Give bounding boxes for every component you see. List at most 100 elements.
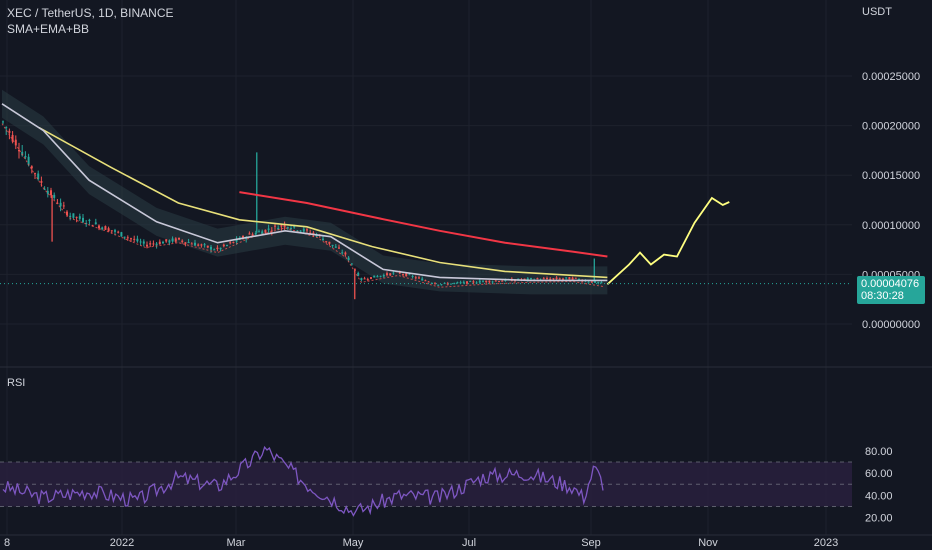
candle-body (309, 232, 312, 234)
candle-body (536, 278, 539, 280)
price-tick-label: 0.00000000 (862, 319, 920, 331)
candle-body (270, 230, 273, 232)
candle-body (386, 273, 388, 276)
candle-body (114, 230, 116, 232)
price-tick-label: 0.00010000 (862, 220, 920, 232)
candle-body (62, 205, 65, 207)
candle-body (206, 245, 209, 248)
candle-body (587, 281, 590, 283)
bar-countdown: 08:30:28 (861, 290, 904, 302)
time-tick-label: 2022 (110, 537, 134, 549)
candle-body (213, 249, 216, 251)
candle-body (139, 241, 142, 243)
candle-body (78, 216, 81, 219)
bollinger-band-fill (2, 89, 608, 295)
candle-body (306, 229, 308, 231)
candle-body (40, 181, 43, 183)
candle-body (171, 238, 174, 242)
ema-short-line (1, 123, 604, 288)
candle-body (558, 278, 561, 280)
candle-body (162, 241, 164, 244)
candle-body (229, 242, 232, 244)
candle-body (427, 281, 430, 283)
candle-body (37, 173, 40, 180)
candle-body (235, 238, 238, 242)
candle-body (357, 272, 360, 276)
candle-body (462, 281, 465, 283)
candle-body (107, 228, 110, 232)
candle-body (274, 225, 276, 227)
candle-body (325, 241, 328, 243)
candle-body (155, 243, 158, 246)
price-tick-label: 0.00015000 (862, 170, 920, 182)
candle-body (312, 232, 315, 234)
candle-body (69, 215, 72, 217)
candle-body (594, 281, 596, 283)
candle-body (565, 277, 568, 279)
candle-body (120, 232, 123, 237)
symbol-title[interactable]: XEC / TetherUS, 1D, BINANCE (7, 6, 174, 20)
candle-body (376, 276, 379, 278)
candle-body (552, 278, 555, 280)
last-price-tag: 0.00004076 08:30:28 (857, 276, 925, 304)
time-tick-label: Jul (462, 537, 476, 549)
candle-body (24, 155, 27, 158)
candle-body (133, 238, 136, 240)
candle-body (485, 280, 488, 283)
candle-body (126, 237, 129, 239)
candle-body (2, 121, 4, 123)
candle-body (98, 225, 100, 229)
candle-body (402, 274, 404, 276)
candle-body (261, 231, 264, 235)
candle-body (187, 242, 190, 244)
candle-body (440, 284, 443, 286)
candle-body (66, 211, 68, 216)
candle-body (248, 233, 251, 235)
candle-body (14, 139, 17, 146)
projection-drawing (606, 196, 730, 285)
candle-body (475, 282, 478, 284)
candle-body (277, 227, 280, 230)
candle-body (488, 280, 491, 283)
candle-body (379, 275, 382, 277)
candle-body (469, 281, 472, 283)
bb-basis-line (1, 103, 608, 282)
candle-body (130, 238, 132, 240)
candle-body (389, 273, 392, 276)
candle-body (123, 236, 126, 238)
candle-body (411, 275, 414, 277)
price-tick-label: 0.00020000 (862, 121, 920, 133)
candle-body (280, 225, 283, 227)
candle-body (43, 188, 46, 190)
time-axis[interactable]: 8 2022 Mar May Jul Sep Nov 2023 (4, 537, 838, 549)
candle-body (75, 216, 78, 218)
candle-body (466, 281, 468, 284)
candle-body (542, 278, 545, 280)
candle-body (494, 280, 497, 282)
candle-body (174, 238, 177, 242)
candle-body (197, 244, 200, 246)
candle-body (370, 277, 372, 279)
candle-body (88, 219, 91, 222)
candle-body (571, 277, 574, 280)
currency-label: USDT (862, 6, 892, 18)
candle-body (11, 134, 14, 142)
candle-body (421, 278, 424, 281)
candle-body (210, 246, 212, 250)
sma-long-line (239, 191, 608, 258)
candle-body (72, 213, 75, 218)
candle-body (264, 229, 267, 233)
candle-body (53, 194, 56, 198)
candle-body (8, 130, 11, 133)
rsi-legend[interactable]: RSI (7, 377, 26, 389)
candle-body (184, 242, 187, 244)
price-axis[interactable]: 0.000000000.000050000.000100000.00015000… (862, 71, 920, 525)
time-tick-label: 8 (4, 537, 10, 549)
candle-body (290, 228, 292, 230)
time-tick-label: Sep (581, 537, 601, 549)
candle-body (530, 278, 532, 280)
indicators-legend[interactable]: SMA+EMA+BB (7, 22, 90, 36)
candle-body (110, 230, 113, 232)
candle-body (382, 274, 385, 277)
